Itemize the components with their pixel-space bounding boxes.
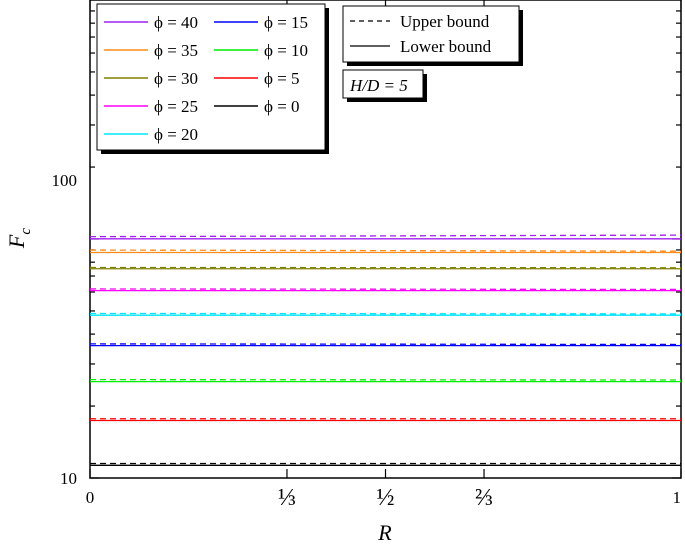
- series-phi-40: [89, 234, 682, 240]
- legend-label-phi-15: ϕ = 15: [264, 13, 308, 32]
- bound-legend: Upper bound Lower bound: [342, 5, 523, 66]
- x-tick-label-half: ½: [377, 485, 395, 511]
- legend-label-phi-10: ϕ = 10: [264, 41, 308, 60]
- series-phi-30: [89, 266, 682, 270]
- series-layer: [89, 234, 682, 466]
- y-tick-label-100: 100: [52, 171, 78, 190]
- phi-legend-box: [96, 3, 326, 151]
- y-axis-title-main: F: [4, 234, 29, 249]
- series-phi-20: [89, 312, 682, 316]
- legend-label-phi-35: ϕ = 35: [154, 41, 198, 60]
- phi-legend-items: ϕ = 40 ϕ = 35 ϕ = 30 ϕ = 25 ϕ = 20 ϕ = 15 ϕ = …: [104, 13, 308, 144]
- x-tick-label-third: ⅓: [278, 485, 296, 511]
- series-phi-15: [89, 343, 682, 347]
- legend-label-phi-0: ϕ = 0: [264, 97, 300, 116]
- series-phi-0: [90, 462, 681, 466]
- legend-label-phi-20: ϕ = 20: [154, 125, 198, 144]
- y-axis-title-subscript: c: [18, 228, 34, 235]
- upper-bound-line-phi-40: [89, 234, 682, 238]
- x-tick-label-0: 0: [86, 488, 95, 507]
- series-phi-35: [89, 249, 682, 254]
- y-tick-label-10: 10: [60, 469, 77, 488]
- phi-legend: ϕ = 40 ϕ = 35 ϕ = 30 ϕ = 25 ϕ = 20 ϕ = 15 ϕ = …: [96, 3, 329, 154]
- series-phi-25: [89, 288, 682, 292]
- series-phi-10: [89, 378, 682, 383]
- legend-label-phi-25: ϕ = 25: [154, 97, 198, 116]
- legend-label-phi-30: ϕ = 30: [154, 69, 198, 88]
- x-tick-label-1: 1: [673, 488, 682, 507]
- x-tick-label-two-thirds: ⅔: [475, 485, 493, 511]
- hd-annotation: H/D = 5: [342, 69, 427, 102]
- legend-label-phi-5: ϕ = 5: [264, 69, 300, 88]
- upper-bound-line-phi-35: [89, 249, 682, 252]
- upper-bound-legend-label: Upper bound: [400, 12, 490, 31]
- series-phi-5: [90, 418, 681, 422]
- y-axis-title: Fc: [4, 228, 34, 249]
- lower-bound-legend-label: Lower bound: [400, 37, 492, 56]
- hd-annotation-text: H/D = 5: [349, 76, 408, 95]
- upper-bound-line-phi-15: [89, 343, 682, 346]
- bound-legend-box: [342, 5, 520, 63]
- legend-label-phi-40: ϕ = 40: [154, 13, 198, 32]
- x-axis-title: R: [377, 520, 392, 545]
- upper-bound-line-phi-25: [89, 288, 682, 291]
- hd-annotation-box: [342, 69, 424, 99]
